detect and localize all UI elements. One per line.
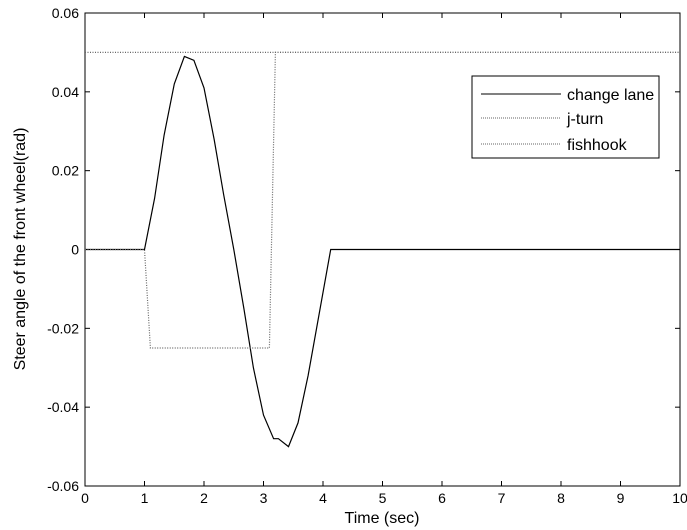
x-tick-label: 6 [438,490,446,506]
x-tick-label: 5 [379,490,387,506]
y-axis-label: Steer angle of the front wheel(rad) [12,128,29,371]
y-tick-label: 0.02 [52,163,79,179]
y-tick-label: 0.04 [52,84,79,100]
legend-label-j-turn: j-turn [566,111,603,128]
series-line-fishhook [85,51,680,349]
x-tick-label: 3 [260,490,268,506]
x-tick-label: 4 [319,490,327,506]
x-tick-label: 1 [141,490,149,506]
x-tick-label: 7 [498,490,506,506]
series-layer [85,51,680,448]
y-axis-ticks: -0.06 -0.04 -0.02 0 0.02 0.04 0.06 [47,5,680,494]
y-tick-label: -0.06 [47,478,79,494]
legend-label-change-lane: change lane [567,87,654,104]
y-tick-label: -0.02 [47,320,79,336]
x-tick-label: 8 [557,490,565,506]
y-tick-label: 0.06 [52,5,79,21]
series-line-change-lane [85,55,680,448]
y-tick-label: -0.04 [47,399,79,415]
x-axis-ticks: 0 1 2 3 4 5 6 7 8 9 10 [81,13,687,506]
x-tick-label: 0 [81,490,89,506]
x-tick-label: 10 [672,490,687,506]
x-tick-label: 9 [617,490,625,506]
x-axis-label: Time (sec) [345,510,420,527]
legend: change lane j-turn fishhook [471,75,660,159]
legend-label-fishhook: fishhook [567,137,628,154]
x-tick-label: 2 [200,490,208,506]
y-tick-label: 0 [71,242,79,258]
